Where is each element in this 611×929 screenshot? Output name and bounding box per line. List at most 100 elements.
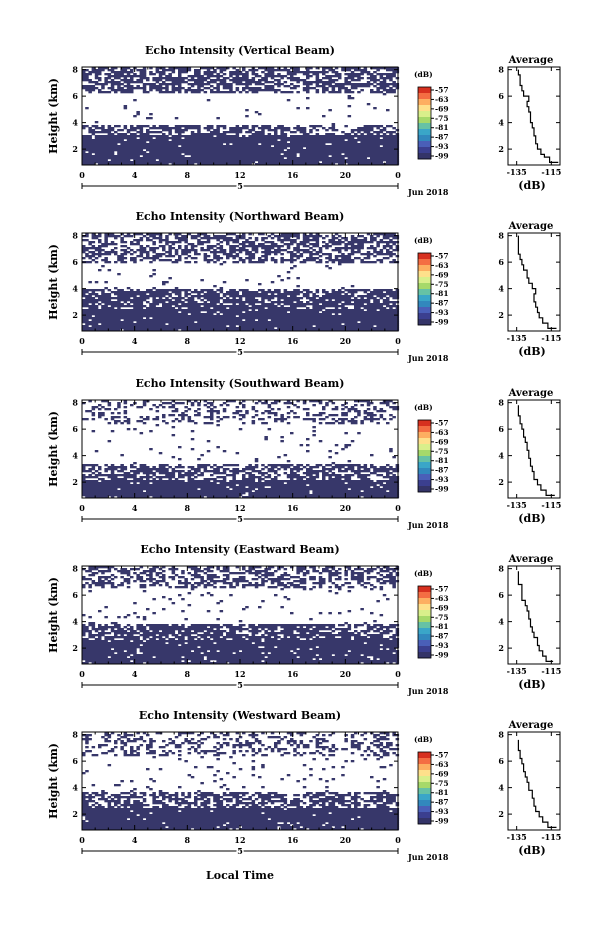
echo-cell <box>341 448 345 451</box>
echo-cell <box>258 750 262 753</box>
echo-cell <box>302 400 307 403</box>
echo-cell <box>110 464 115 467</box>
echo-cell <box>82 291 89 294</box>
echo-cell <box>389 478 400 481</box>
echo-cell <box>322 474 342 477</box>
echo-cell <box>216 602 220 605</box>
echo-cell <box>370 420 374 423</box>
average-y-tick-label: 6 <box>498 756 504 766</box>
echo-cell <box>171 87 185 90</box>
heatmap-x-tick-label: 4 <box>132 170 138 180</box>
colorbar-swatch <box>418 456 431 463</box>
echo-cell <box>203 572 208 575</box>
echo-cell <box>184 660 188 663</box>
echo-cell <box>174 249 179 252</box>
echo-cell <box>238 414 246 417</box>
echo-cell <box>178 734 182 737</box>
echo-cell <box>376 578 384 581</box>
echo-cell <box>168 406 176 409</box>
colorbar-swatch <box>418 87 431 94</box>
echo-cell <box>242 67 246 70</box>
echo-cell <box>174 408 179 411</box>
echo-cell <box>229 486 246 489</box>
colorbar-swatch <box>418 283 431 290</box>
echo-cell <box>152 466 156 469</box>
echo-cell <box>258 319 268 322</box>
heatmap-y-tick-label: 2 <box>72 310 78 320</box>
echo-cell <box>261 786 265 789</box>
echo-cell <box>184 295 188 298</box>
echo-cell <box>110 71 134 74</box>
echo-cell <box>238 630 243 633</box>
echo-cell <box>178 71 188 74</box>
echo-cell <box>168 738 172 741</box>
echo-cell <box>363 750 368 753</box>
echo-cell <box>322 768 326 771</box>
echo-cell <box>232 81 243 84</box>
echo-cell <box>254 237 259 240</box>
echo-cell <box>171 470 185 473</box>
echo-cell <box>354 794 358 797</box>
echo-cell <box>194 261 198 264</box>
echo-cell <box>130 241 134 244</box>
echo-cell <box>347 460 352 463</box>
echo-cell <box>251 71 256 74</box>
echo-cell <box>178 91 182 94</box>
echo-cell <box>331 408 339 411</box>
echo-cell <box>306 438 310 441</box>
colorbar-swatch <box>418 788 431 795</box>
echo-cell <box>85 323 99 326</box>
colorbar-swatch <box>418 277 431 284</box>
echo-cell <box>274 806 281 809</box>
echo-cell <box>123 802 131 805</box>
echo-cell <box>91 408 96 411</box>
echo-cell <box>206 582 211 585</box>
heatmap-title: Echo Intensity (Eastward Beam) <box>140 543 339 556</box>
echo-cell <box>386 464 390 467</box>
echo-cell <box>296 470 300 473</box>
echo-cell <box>338 77 342 80</box>
echo-cell <box>245 131 252 134</box>
echo-cell <box>261 628 265 631</box>
echo-cell <box>350 760 355 763</box>
echo-cell <box>168 131 172 134</box>
echo-cell <box>171 404 176 407</box>
echo-cell <box>354 307 361 310</box>
echo-cell <box>203 301 208 304</box>
echo-cell <box>139 736 144 739</box>
echo-cell <box>101 265 105 268</box>
echo-cell <box>216 420 220 423</box>
echo-cell <box>130 626 134 629</box>
echo-cell <box>197 402 201 405</box>
echo-cell <box>117 402 121 405</box>
echo-cell <box>344 249 348 252</box>
echo-cell <box>334 826 342 829</box>
echo-cell <box>254 752 259 755</box>
echo-cell <box>267 746 272 749</box>
echo-cell <box>331 291 345 294</box>
echo-cell <box>238 750 243 753</box>
echo-cell <box>184 618 188 621</box>
echo-cell <box>123 400 128 403</box>
echo-cell <box>328 572 342 575</box>
echo-cell <box>328 450 332 453</box>
echo-cell <box>379 588 384 591</box>
echo-cell <box>216 125 227 128</box>
echo-cell <box>264 85 275 88</box>
echo-cell <box>174 237 188 240</box>
echo-cell <box>338 588 342 591</box>
echo-cell <box>210 732 214 735</box>
echo-cell <box>130 752 134 755</box>
echo-cell <box>91 125 99 128</box>
echo-cell <box>357 131 361 134</box>
echo-cell <box>325 566 336 569</box>
echo-cell <box>312 568 316 571</box>
echo-cell <box>338 89 342 92</box>
echo-cell <box>219 418 224 421</box>
echo-cell <box>133 251 137 254</box>
echo-cell <box>392 237 400 240</box>
echo-cell <box>270 732 275 735</box>
echo-cell <box>155 424 160 427</box>
echo-cell <box>206 410 220 413</box>
heatmap-cells <box>82 732 400 831</box>
